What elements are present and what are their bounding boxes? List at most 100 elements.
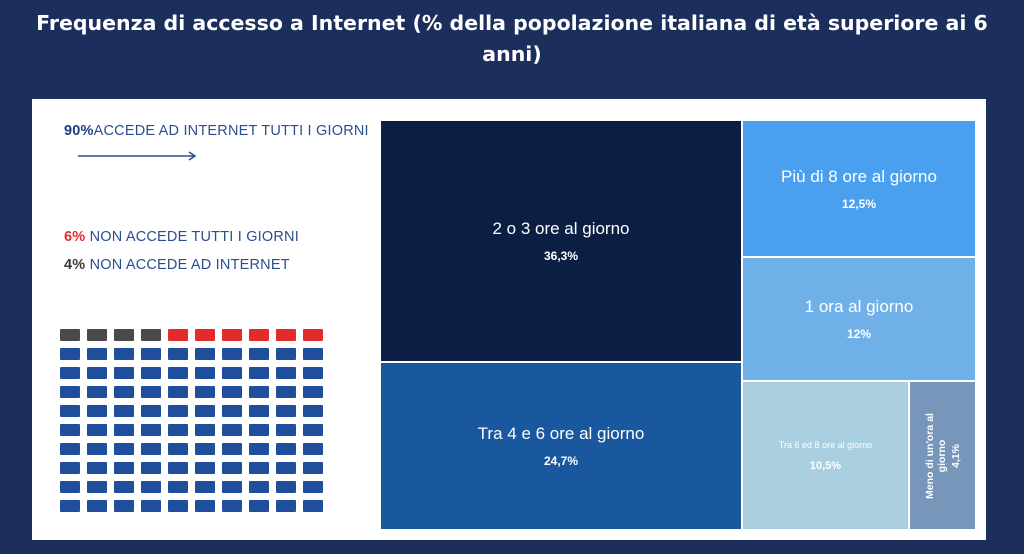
waffle-cell-daily <box>114 386 134 398</box>
waffle-cell-daily <box>168 500 188 512</box>
waffle-cell-daily <box>87 500 107 512</box>
tile-content: 2 o 3 ore al giorno 36,3% <box>381 219 741 263</box>
waffle-cell-not-daily <box>276 329 296 341</box>
tile-value: 24,7% <box>543 454 579 468</box>
tile-label: Meno di un'ora al giorno <box>923 412 948 499</box>
waffle-cell-daily <box>303 367 323 379</box>
waffle-cell-daily <box>168 367 188 379</box>
tile-value: 10,5% <box>809 459 842 472</box>
waffle-cell-daily <box>222 367 242 379</box>
waffle-cell-not-daily <box>249 329 269 341</box>
waffle-cell-daily <box>195 348 215 360</box>
waffle-cell-no-access <box>141 329 161 341</box>
waffle-cell-daily <box>87 405 107 417</box>
waffle-cell-not-daily <box>222 329 242 341</box>
waffle-cell-daily <box>60 348 80 360</box>
waffle-cell-daily <box>195 424 215 436</box>
waffle-cell-daily <box>195 500 215 512</box>
waffle-cell-daily <box>276 462 296 474</box>
waffle-cell-daily <box>195 462 215 474</box>
waffle-cell-daily <box>60 405 80 417</box>
tile-under-1-hour: Meno di un'ora al giorno 4,1% <box>909 381 976 530</box>
tile-2-3-hours: 2 o 3 ore al giorno 36,3% <box>380 120 742 362</box>
waffle-cell-daily <box>141 386 161 398</box>
waffle-cell-daily <box>87 481 107 493</box>
waffle-cell-daily <box>114 443 134 455</box>
waffle-cell-daily <box>168 481 188 493</box>
waffle-cell-daily <box>222 424 242 436</box>
stat-no-access: 4% NON ACCEDE AD INTERNET <box>64 257 290 273</box>
page-title-line-1: Frequenza di accesso a Internet (% della… <box>36 11 988 35</box>
waffle-cell-daily <box>303 443 323 455</box>
waffle-cell-daily <box>222 348 242 360</box>
waffle-cell-daily <box>87 424 107 436</box>
waffle-cell-daily <box>276 367 296 379</box>
waffle-cell-daily <box>60 424 80 436</box>
tile-label: 1 ora al giorno <box>804 297 914 316</box>
waffle-cell-daily <box>87 367 107 379</box>
tile-value: 12,5% <box>841 196 877 211</box>
waffle-cell-daily <box>168 348 188 360</box>
tile-value: 4,1% <box>949 443 962 468</box>
waffle-cell-daily <box>141 367 161 379</box>
tile-6-8-hours: Tra 6 ed 8 ore al giorno 10,5% <box>742 381 909 530</box>
stat-not-daily-access: 6% NON ACCEDE TUTTI I GIORNI <box>64 229 299 245</box>
waffle-cell-daily <box>249 405 269 417</box>
waffle-cell-daily <box>249 348 269 360</box>
access-summary: 90%ACCEDE AD INTERNET TUTTI I GIORNI 6% … <box>64 119 384 273</box>
treemap-chart: 2 o 3 ore al giorno 36,3% Tra 4 e 6 ore al… <box>380 120 976 530</box>
waffle-cell-not-daily <box>303 329 323 341</box>
waffle-cell-daily <box>303 481 323 493</box>
tile-value: 12% <box>846 327 872 341</box>
waffle-cell-daily <box>276 386 296 398</box>
waffle-cell-daily <box>249 367 269 379</box>
waffle-cell-not-daily <box>195 329 215 341</box>
waffle-cell-daily <box>168 424 188 436</box>
waffle-cell-daily <box>303 500 323 512</box>
tile-content: Meno di un'ora al giorno 4,1% <box>924 396 962 516</box>
waffle-cell-daily <box>168 405 188 417</box>
waffle-cell-daily <box>60 443 80 455</box>
infographic-panel: 90%ACCEDE AD INTERNET TUTTI I GIORNI 6% … <box>32 99 986 540</box>
tile-value: 36,3% <box>543 249 579 263</box>
waffle-cell-daily <box>114 481 134 493</box>
stat-daily-pct: 90% <box>64 123 94 139</box>
waffle-cell-daily <box>222 386 242 398</box>
waffle-cell-daily <box>141 443 161 455</box>
waffle-cell-daily <box>195 481 215 493</box>
waffle-cell-daily <box>249 443 269 455</box>
waffle-cell-daily <box>276 405 296 417</box>
waffle-cell-daily <box>249 386 269 398</box>
tile-label: Tra 6 ed 8 ore al giorno <box>778 439 873 450</box>
waffle-cell-no-access <box>87 329 107 341</box>
tile-4-6-hours: Tra 4 e 6 ore al giorno 24,7% <box>380 362 742 530</box>
waffle-cell-daily <box>60 386 80 398</box>
waffle-cell-daily <box>276 348 296 360</box>
waffle-cell-daily <box>195 405 215 417</box>
waffle-cell-not-daily <box>168 329 188 341</box>
waffle-cell-daily <box>60 481 80 493</box>
waffle-cell-daily <box>303 348 323 360</box>
waffle-cell-daily <box>303 462 323 474</box>
waffle-cell-daily <box>87 443 107 455</box>
waffle-cell-daily <box>168 386 188 398</box>
waffle-cell-daily <box>168 443 188 455</box>
waffle-cell-daily <box>249 462 269 474</box>
waffle-cell-daily <box>303 405 323 417</box>
waffle-cell-daily <box>222 500 242 512</box>
stat-daily-label: ACCEDE AD INTERNET TUTTI I GIORNI <box>93 123 369 139</box>
waffle-cell-daily <box>303 386 323 398</box>
waffle-cell-daily <box>222 481 242 493</box>
waffle-chart <box>60 329 330 512</box>
waffle-cell-daily <box>114 424 134 436</box>
tile-content: Più di 8 ore al giorno 12,5% <box>743 167 975 211</box>
tile-label: 2 o 3 ore al giorno <box>492 219 630 238</box>
tile-over-8-hours: Più di 8 ore al giorno 12,5% <box>742 120 976 257</box>
page-title: Frequenza di accesso a Internet (% della… <box>0 8 1024 70</box>
waffle-cell-daily <box>168 462 188 474</box>
waffle-cell-daily <box>60 462 80 474</box>
arrow-right-icon <box>78 151 197 161</box>
tile-label: Più di 8 ore al giorno <box>781 166 937 186</box>
waffle-cell-daily <box>114 348 134 360</box>
waffle-cell-daily <box>141 481 161 493</box>
